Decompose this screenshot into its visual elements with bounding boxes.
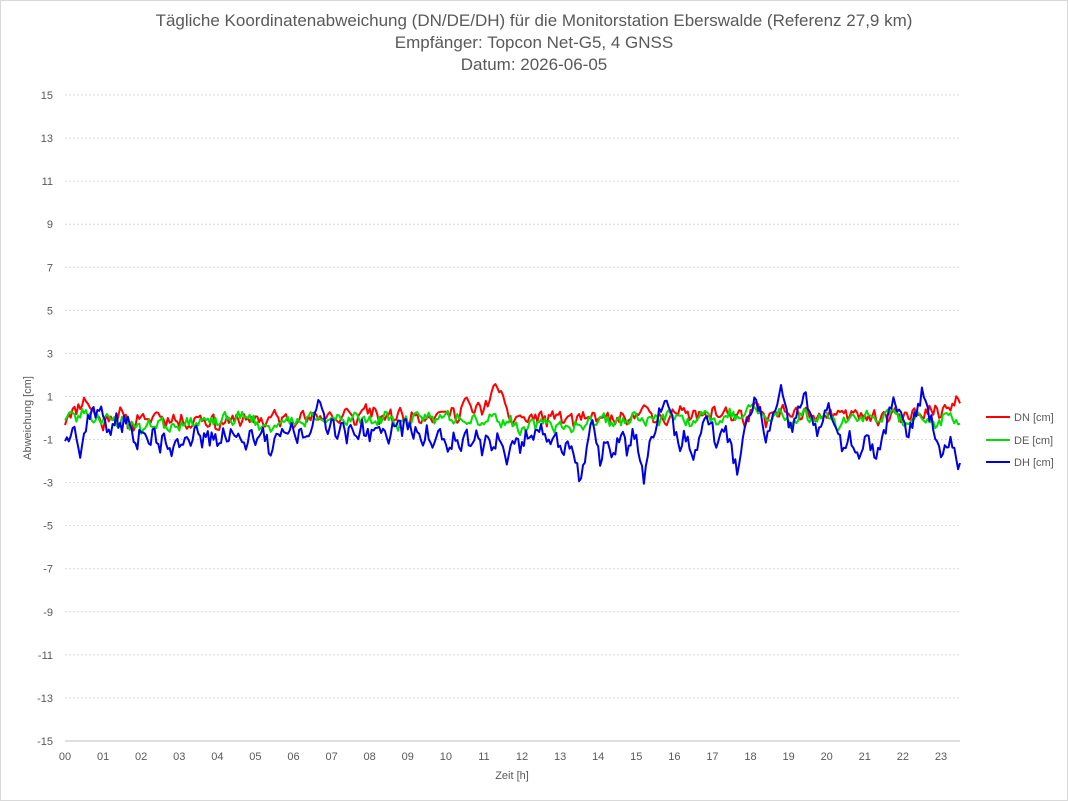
y-tick-label: -9 xyxy=(43,607,53,619)
x-tick-label: 16 xyxy=(668,751,680,763)
legend-label-1: DE [cm] xyxy=(1014,435,1053,447)
x-tick-label: 12 xyxy=(516,751,528,763)
x-tick-label: 19 xyxy=(782,751,794,763)
x-tick-label: 11 xyxy=(478,751,489,763)
legend: DN [cm] DE [cm] DH [cm] xyxy=(986,412,1054,469)
y-axis-title: Abweichung [cm] xyxy=(22,376,34,460)
y-tick-label: -1 xyxy=(43,435,53,447)
y-tick-label: 5 xyxy=(47,305,53,317)
x-tick-label: 04 xyxy=(211,751,223,763)
y-tick-label: 15 xyxy=(41,90,53,102)
x-tick-label: 06 xyxy=(287,751,299,763)
x-tick-label: 22 xyxy=(897,751,909,763)
legend-label-0: DN [cm] xyxy=(1014,412,1054,424)
x-tick-label: 07 xyxy=(325,751,337,763)
x-tick-labels: 00 01 02 03 04 05 06 07 08 09 10 11 12 13 14 15 16 17 18 19… xyxy=(59,751,947,763)
y-tick-label: -13 xyxy=(37,693,53,705)
gridlines xyxy=(65,94,960,699)
y-tick-label: 3 xyxy=(47,348,53,360)
x-tick-label: 17 xyxy=(706,751,718,763)
chart-titles: Tägliche Koordinatenabweichung (DN/DE/DH… xyxy=(0,10,1068,76)
y-tick-label: -7 xyxy=(43,564,53,576)
x-tick-label: 05 xyxy=(249,751,261,763)
chart-subtitle: Empfänger: Topcon Net-G5, 4 GNSS xyxy=(394,33,674,52)
y-tick-label: 1 xyxy=(47,391,53,403)
x-tick-label: 15 xyxy=(630,751,642,763)
x-tick-label: 13 xyxy=(554,751,566,763)
x-tick-label: 23 xyxy=(935,751,947,763)
x-tick-label: 14 xyxy=(592,751,604,763)
y-tick-label: 13 xyxy=(41,133,53,145)
x-tick-label: 02 xyxy=(135,751,147,763)
legend-label-2: DH [cm] xyxy=(1014,457,1054,469)
y-tick-label: 7 xyxy=(47,262,53,274)
y-tick-labels: 15 13 11 9 7 5 3 1 -1 -3 -5 -7 -9 -11 -13 -15 xyxy=(37,90,53,748)
series-line-2 xyxy=(64,384,961,485)
x-tick-label: 10 xyxy=(440,751,452,763)
x-tick-label: 20 xyxy=(821,751,833,763)
x-tick-label: 00 xyxy=(59,751,71,763)
y-tick-label: -3 xyxy=(43,478,53,490)
y-tick-label: 11 xyxy=(42,176,53,188)
y-tick-label: -11 xyxy=(38,650,53,662)
x-tick-label: 03 xyxy=(173,751,185,763)
chart-title: Tägliche Koordinatenabweichung (DN/DE/DH… xyxy=(155,11,913,30)
series-lines xyxy=(64,383,961,485)
chart-date: Datum: 2026-06-05 xyxy=(460,55,608,74)
y-tick-label: -15 xyxy=(37,736,53,748)
y-tick-label: -5 xyxy=(43,521,53,533)
x-axis-title: Zeit [h] xyxy=(495,770,529,782)
x-tick-label: 18 xyxy=(744,751,756,763)
x-tick-label: 01 xyxy=(97,751,109,763)
x-tick-label: 09 xyxy=(402,751,414,763)
x-tick-label: 21 xyxy=(859,751,871,763)
x-tick-label: 08 xyxy=(364,751,376,763)
y-tick-label: 9 xyxy=(47,219,53,231)
series-line-1 xyxy=(64,403,961,436)
